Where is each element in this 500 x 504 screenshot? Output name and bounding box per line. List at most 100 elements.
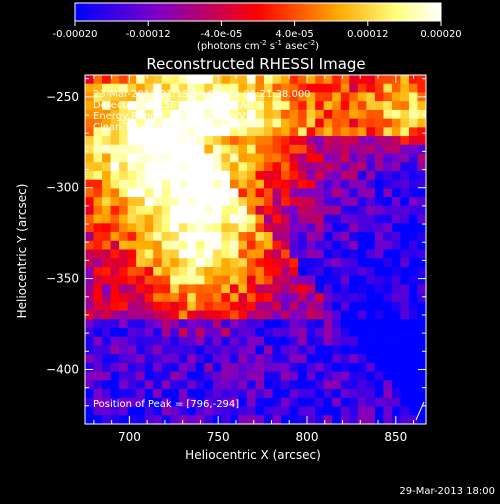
heatmap-cell [391,380,402,390]
heatmap-cell [332,328,342,338]
heatmap-cell [298,170,308,181]
heatmap-cell [332,75,342,85]
heatmap-cell [204,153,214,163]
heatmap-cell [374,275,384,285]
heatmap-cell [332,397,342,408]
heatmap-cell [136,301,146,312]
heatmap-cell [221,362,231,373]
heatmap-cell [195,275,205,285]
heatmap-cell [110,380,120,390]
heatmap-cell [144,354,154,364]
heatmap-cell [298,109,308,120]
heatmap-cell [195,101,205,111]
heatmap-cell [110,240,120,251]
heatmap-cell [391,301,402,312]
heatmap-cell [298,301,308,312]
heatmap-cell [340,92,350,102]
heatmap-cell [264,310,274,320]
heatmap-cell [357,92,367,102]
heatmap-cell [221,249,231,259]
heatmap-cell [187,162,197,172]
heatmap-cell [229,397,240,408]
heatmap-cell [178,336,188,347]
heatmap-cell [212,415,223,424]
heatmap-cell [255,75,265,85]
heatmap-cell [408,362,419,373]
heatmap-cell [229,406,240,416]
heatmap-cell [102,170,112,181]
heatmap-cell [204,328,214,338]
heatmap-cell [170,144,180,155]
heatmap-cell [127,249,137,259]
heatmap-cell [127,362,137,373]
heatmap-cell [136,415,146,424]
heatmap-cell [298,258,308,268]
heatmap-cell [332,319,342,329]
heatmap-cell [255,258,265,268]
heatmap-cell [306,389,316,399]
heatmap-cell [93,266,103,277]
heatmap-cell [349,101,359,111]
heatmap-cell [221,354,231,364]
heatmap-cell [187,371,197,381]
heatmap-cell [144,92,154,102]
heatmap-cell [349,389,359,399]
heatmap-cell [323,328,333,338]
heatmap-cell [136,223,146,233]
heatmap-cell [298,240,308,251]
heatmap-cell [366,249,376,259]
heatmap-cell [400,371,410,381]
heatmap-cell [264,284,274,294]
heatmap-cell [144,170,154,181]
heatmap-cell [374,389,384,399]
heatmap-cell [408,75,419,85]
heatmap-cell [340,266,350,277]
heatmap-cell [170,240,180,251]
heatmap-cell [204,275,214,285]
heatmap-cell [315,397,325,408]
heatmap-cell [93,232,103,242]
heatmap-cell [161,293,171,303]
heatmap-cell [281,109,291,120]
heatmap-cell [400,354,410,364]
heatmap-cell [340,109,350,120]
heatmap-cell [136,92,146,102]
heatmap-cell [357,179,367,190]
heatmap-cell [161,258,171,268]
heatmap-cell [170,162,180,172]
heatmap-cell [255,92,265,102]
heatmap-cell [400,240,410,251]
heatmap-cell [315,170,325,181]
heatmap-cell [153,188,163,198]
heatmap-cell [221,415,231,424]
heatmap-cell [332,354,342,364]
heatmap-cell [298,101,308,111]
heatmap-cell [102,92,112,102]
heatmap-cell [272,319,282,329]
heatmap-cell [144,345,154,355]
heatmap-cell [170,197,180,207]
heatmap-cell [315,92,325,102]
heatmap-cell [357,258,367,268]
heatmap-cell [127,301,137,312]
heatmap-cell [255,240,265,251]
heatmap-cell [119,127,129,137]
heatmap-cell [136,249,146,259]
heatmap-cell [238,266,248,277]
heatmap-cell [332,240,342,251]
heatmap-cell [102,328,112,338]
heatmap-cell [255,328,265,338]
heatmap-cell [332,197,342,207]
heatmap-cell [391,127,402,137]
heatmap-cell [332,153,342,163]
heatmap-cell [110,275,120,285]
heatmap-cell [127,197,137,207]
heatmap-cell [366,179,376,190]
heatmap-cell [85,301,95,312]
heatmap-cell [272,310,282,320]
heatmap-cell [221,170,231,181]
heatmap-cell [298,179,308,190]
heatmap-cell [144,371,154,381]
heatmap-cell [383,328,393,338]
heatmap-cell [332,109,342,120]
